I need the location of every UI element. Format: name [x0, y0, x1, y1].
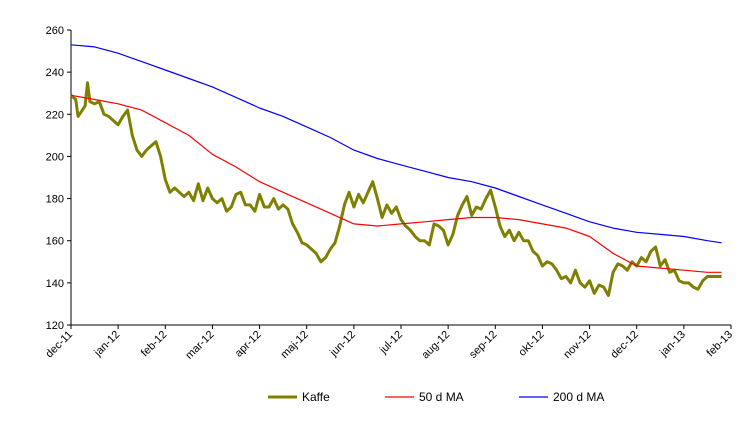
x-tick-label: apr-12: [233, 329, 264, 360]
x-tick-label: sep-12: [467, 329, 499, 361]
y-tick-label: 200: [46, 151, 64, 163]
x-tick-label: dec-11: [43, 329, 75, 361]
x-tick-label: jul-12: [377, 329, 405, 357]
legend: Kaffe 50 d MA 200 d MA: [268, 390, 604, 404]
x-tick-label: feb-13: [705, 329, 736, 360]
y-tick-label: 260: [46, 25, 64, 37]
y-tick-label: 160: [46, 236, 64, 248]
series-group: [70, 44, 722, 297]
legend-label-3: 200 d MA: [553, 390, 604, 404]
y-tick-label: 220: [46, 109, 64, 121]
series-line-3: [70, 44, 722, 244]
series-line-2: [70, 94, 722, 273]
x-tick-label: nov-12: [561, 329, 593, 361]
x-tick-label: aug-12: [420, 329, 453, 362]
x-tick-label: mar-12: [183, 329, 216, 362]
x-tick-label: jun-12: [327, 329, 358, 360]
x-tick-label: jan-12: [91, 329, 122, 360]
legend-label-2: 50 d MA: [419, 390, 464, 404]
x-tick-label: okt-12: [516, 329, 546, 359]
series-line-1: [70, 81, 722, 297]
legend-label-1: Kaffe: [302, 390, 330, 404]
x-tick-label: dec-12: [609, 329, 641, 361]
x-tick-label: jan-13: [657, 329, 688, 360]
y-tick-label: 240: [46, 67, 64, 79]
x-tick-label: maj-12: [279, 329, 311, 361]
axes: 120 140 160 180 200 220 240 260 dec-11 jan-12 feb-…: [43, 25, 735, 362]
y-tick-label: 140: [46, 278, 64, 290]
y-tick-label: 120: [46, 320, 64, 332]
y-tick-label: 180: [46, 194, 64, 206]
x-tick-label: feb-12: [139, 329, 170, 360]
